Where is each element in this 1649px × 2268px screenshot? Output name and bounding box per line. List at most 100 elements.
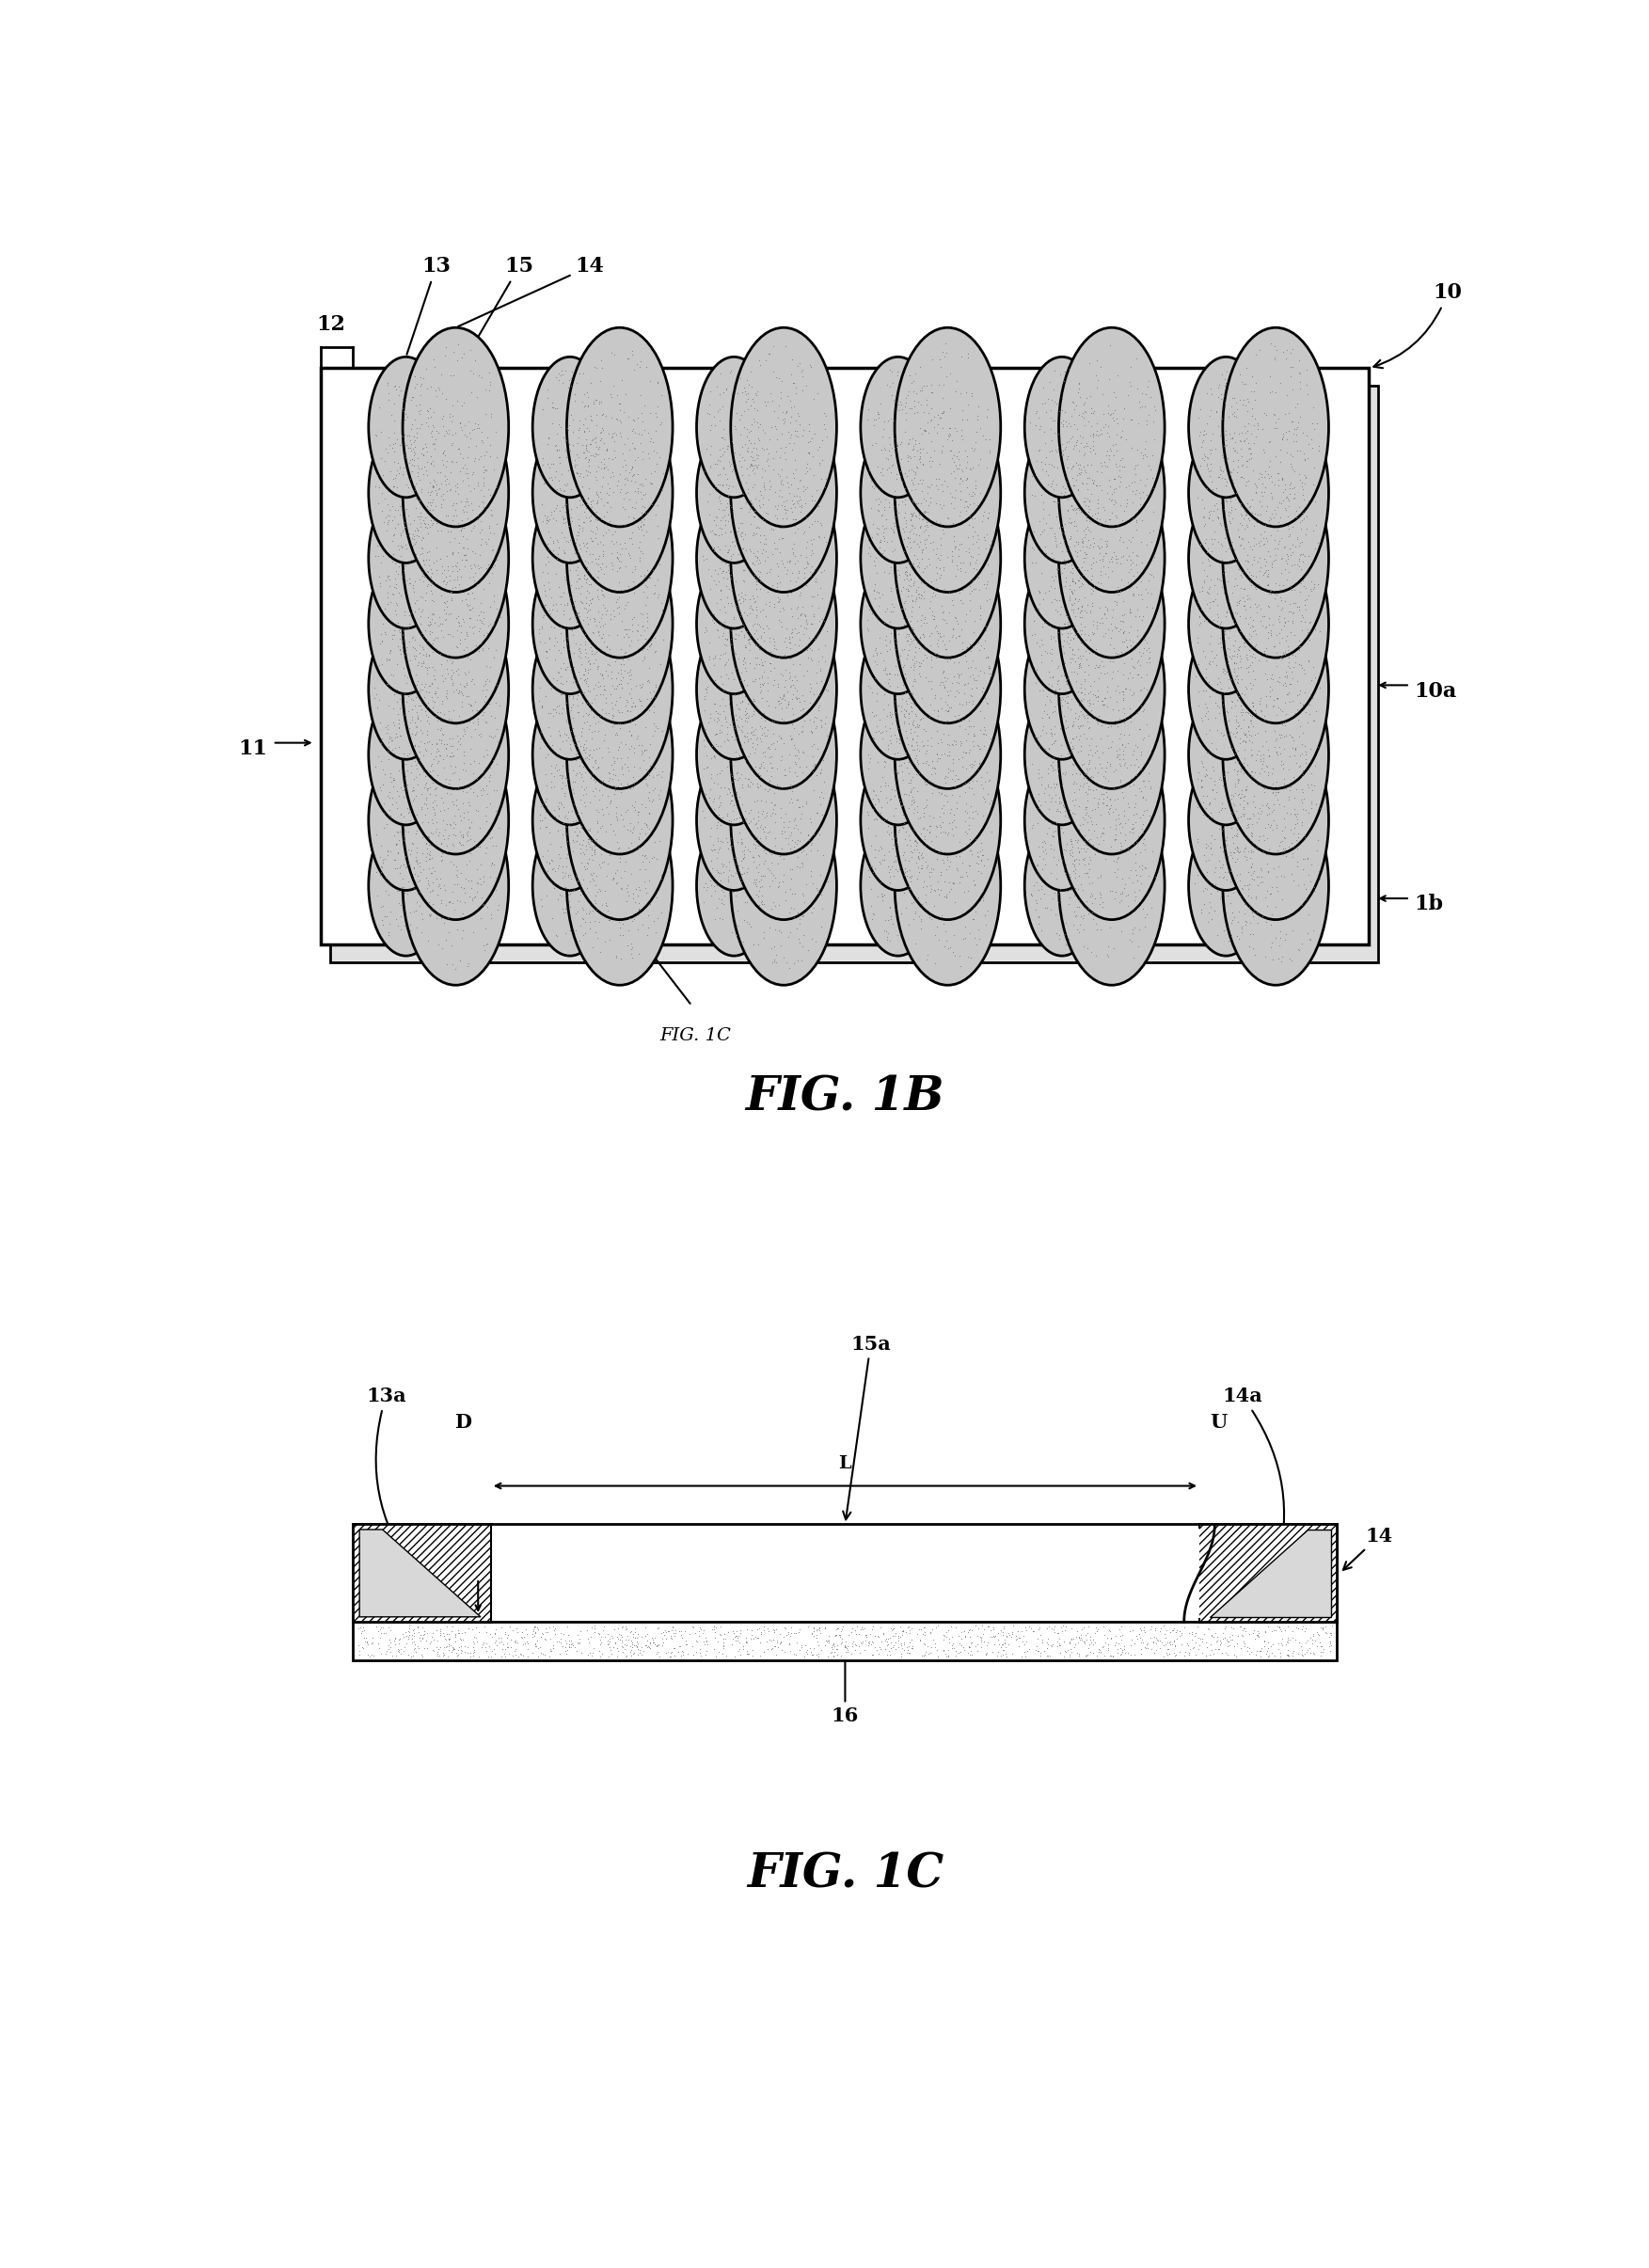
Point	[379, 488, 406, 524]
Point	[409, 646, 435, 683]
Point	[744, 376, 770, 413]
Point	[594, 730, 620, 767]
Point	[1252, 506, 1278, 542]
Point	[918, 642, 945, 678]
Point	[401, 705, 427, 742]
Point	[409, 615, 435, 651]
Point	[1227, 894, 1253, 930]
Point	[1111, 705, 1138, 742]
Point	[589, 837, 615, 873]
Point	[618, 463, 645, 499]
Point	[1242, 408, 1268, 445]
Point	[768, 363, 795, 399]
Point	[419, 565, 445, 601]
Point	[424, 900, 450, 937]
Point	[1057, 692, 1083, 728]
Point	[907, 1622, 933, 1658]
Point	[414, 649, 440, 685]
Point	[717, 558, 744, 594]
Point	[411, 547, 437, 583]
Point	[406, 481, 432, 517]
Point	[890, 805, 917, 841]
Point	[1280, 349, 1306, 386]
Point	[1250, 558, 1276, 594]
Point	[1085, 1633, 1111, 1669]
Point	[810, 640, 836, 676]
Point	[376, 585, 402, 621]
Point	[1260, 395, 1286, 431]
Point	[714, 535, 740, 572]
Point	[1217, 853, 1243, 889]
Point	[915, 699, 942, 735]
Point	[567, 640, 594, 676]
Point	[427, 737, 453, 773]
Point	[470, 696, 496, 733]
Point	[798, 640, 824, 676]
Point	[947, 937, 973, 973]
Point	[930, 794, 956, 830]
Point	[590, 538, 617, 574]
Point	[726, 510, 752, 547]
Point	[551, 624, 577, 660]
Point	[1075, 737, 1102, 773]
Point	[1233, 866, 1260, 903]
Point	[1250, 519, 1276, 556]
Point	[450, 528, 477, 565]
Point	[1077, 594, 1103, 631]
Point	[628, 501, 655, 538]
Point	[536, 449, 562, 485]
Point	[772, 1608, 798, 1644]
Point	[965, 1633, 991, 1669]
Point	[853, 1622, 879, 1658]
Point	[1197, 826, 1224, 862]
Point	[1111, 746, 1138, 782]
Point	[892, 599, 918, 635]
Point	[435, 497, 462, 533]
Point	[1042, 751, 1069, 787]
Point	[1121, 796, 1148, 832]
Point	[1260, 662, 1286, 699]
Point	[1072, 792, 1098, 828]
Point	[947, 460, 973, 497]
Point	[465, 744, 491, 780]
Point	[567, 531, 594, 567]
Point	[402, 517, 429, 553]
Point	[1045, 671, 1072, 708]
Point	[973, 907, 999, 943]
Point	[1318, 1626, 1344, 1662]
Point	[529, 440, 556, 476]
Point	[1087, 553, 1113, 590]
Point	[1037, 447, 1064, 483]
Point	[656, 1613, 683, 1649]
Point	[1052, 594, 1078, 631]
Point	[1087, 590, 1113, 626]
Point	[765, 669, 792, 705]
Point	[1237, 488, 1263, 524]
Point	[409, 835, 435, 871]
Point	[975, 399, 1001, 435]
Point	[472, 438, 498, 474]
Point	[1113, 621, 1139, 658]
Point	[922, 1628, 948, 1665]
Point	[866, 510, 892, 547]
Point	[706, 490, 732, 526]
Point	[732, 617, 759, 653]
Point	[1064, 524, 1090, 560]
Point	[1278, 594, 1304, 631]
Point	[930, 1622, 956, 1658]
Point	[1200, 855, 1227, 891]
Point	[429, 841, 455, 878]
Point	[386, 531, 412, 567]
Point	[429, 721, 455, 758]
Ellipse shape	[369, 814, 444, 955]
Point	[632, 805, 658, 841]
Point	[714, 503, 740, 540]
Point	[961, 717, 988, 753]
Point	[424, 703, 450, 739]
Point	[1163, 1628, 1189, 1665]
Point	[768, 479, 795, 515]
Point	[366, 857, 392, 894]
Point	[856, 860, 882, 896]
Point	[379, 787, 406, 823]
Point	[1123, 510, 1149, 547]
